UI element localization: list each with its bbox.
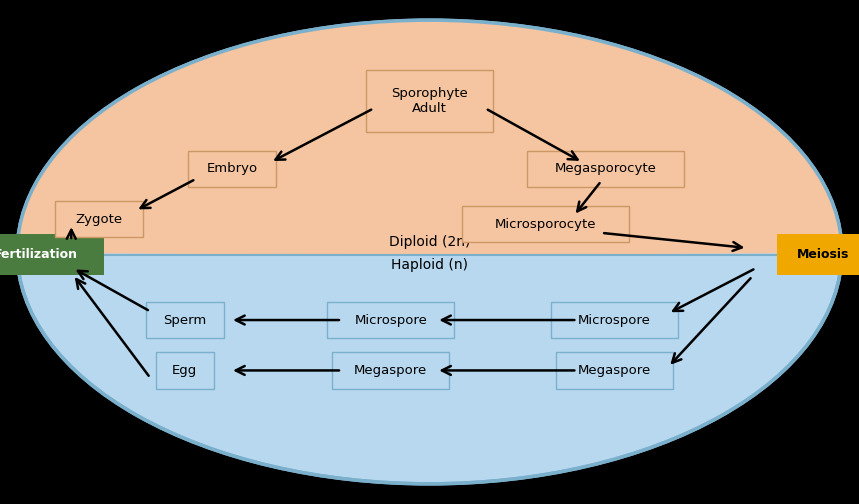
FancyBboxPatch shape bbox=[146, 302, 223, 338]
Text: Megasporocyte: Megasporocyte bbox=[555, 162, 656, 175]
Text: Microspore: Microspore bbox=[578, 313, 650, 327]
FancyBboxPatch shape bbox=[551, 302, 678, 338]
Text: Haploid (n): Haploid (n) bbox=[391, 258, 468, 272]
FancyBboxPatch shape bbox=[366, 70, 493, 132]
Text: Egg: Egg bbox=[172, 364, 198, 377]
Text: Diploid (2n): Diploid (2n) bbox=[389, 235, 470, 249]
Text: Fertilization: Fertilization bbox=[0, 248, 78, 261]
FancyBboxPatch shape bbox=[0, 234, 104, 275]
Text: Embryo: Embryo bbox=[206, 162, 258, 175]
FancyBboxPatch shape bbox=[327, 302, 454, 338]
FancyBboxPatch shape bbox=[556, 352, 673, 389]
FancyBboxPatch shape bbox=[55, 201, 143, 237]
Text: Microsporocyte: Microsporocyte bbox=[495, 218, 596, 231]
Ellipse shape bbox=[17, 20, 842, 484]
Text: Sporophyte
Adult: Sporophyte Adult bbox=[391, 87, 468, 115]
FancyBboxPatch shape bbox=[462, 206, 629, 242]
FancyBboxPatch shape bbox=[527, 151, 684, 187]
FancyBboxPatch shape bbox=[777, 234, 859, 275]
FancyBboxPatch shape bbox=[332, 352, 449, 389]
Text: Meiosis: Meiosis bbox=[797, 248, 849, 261]
Text: Megaspore: Megaspore bbox=[354, 364, 428, 377]
Polygon shape bbox=[17, 20, 842, 255]
Text: Zygote: Zygote bbox=[76, 213, 122, 226]
Text: Microspore: Microspore bbox=[355, 313, 427, 327]
FancyBboxPatch shape bbox=[155, 352, 214, 389]
Text: Sperm: Sperm bbox=[163, 313, 206, 327]
Text: Megaspore: Megaspore bbox=[577, 364, 651, 377]
FancyBboxPatch shape bbox=[188, 151, 276, 187]
